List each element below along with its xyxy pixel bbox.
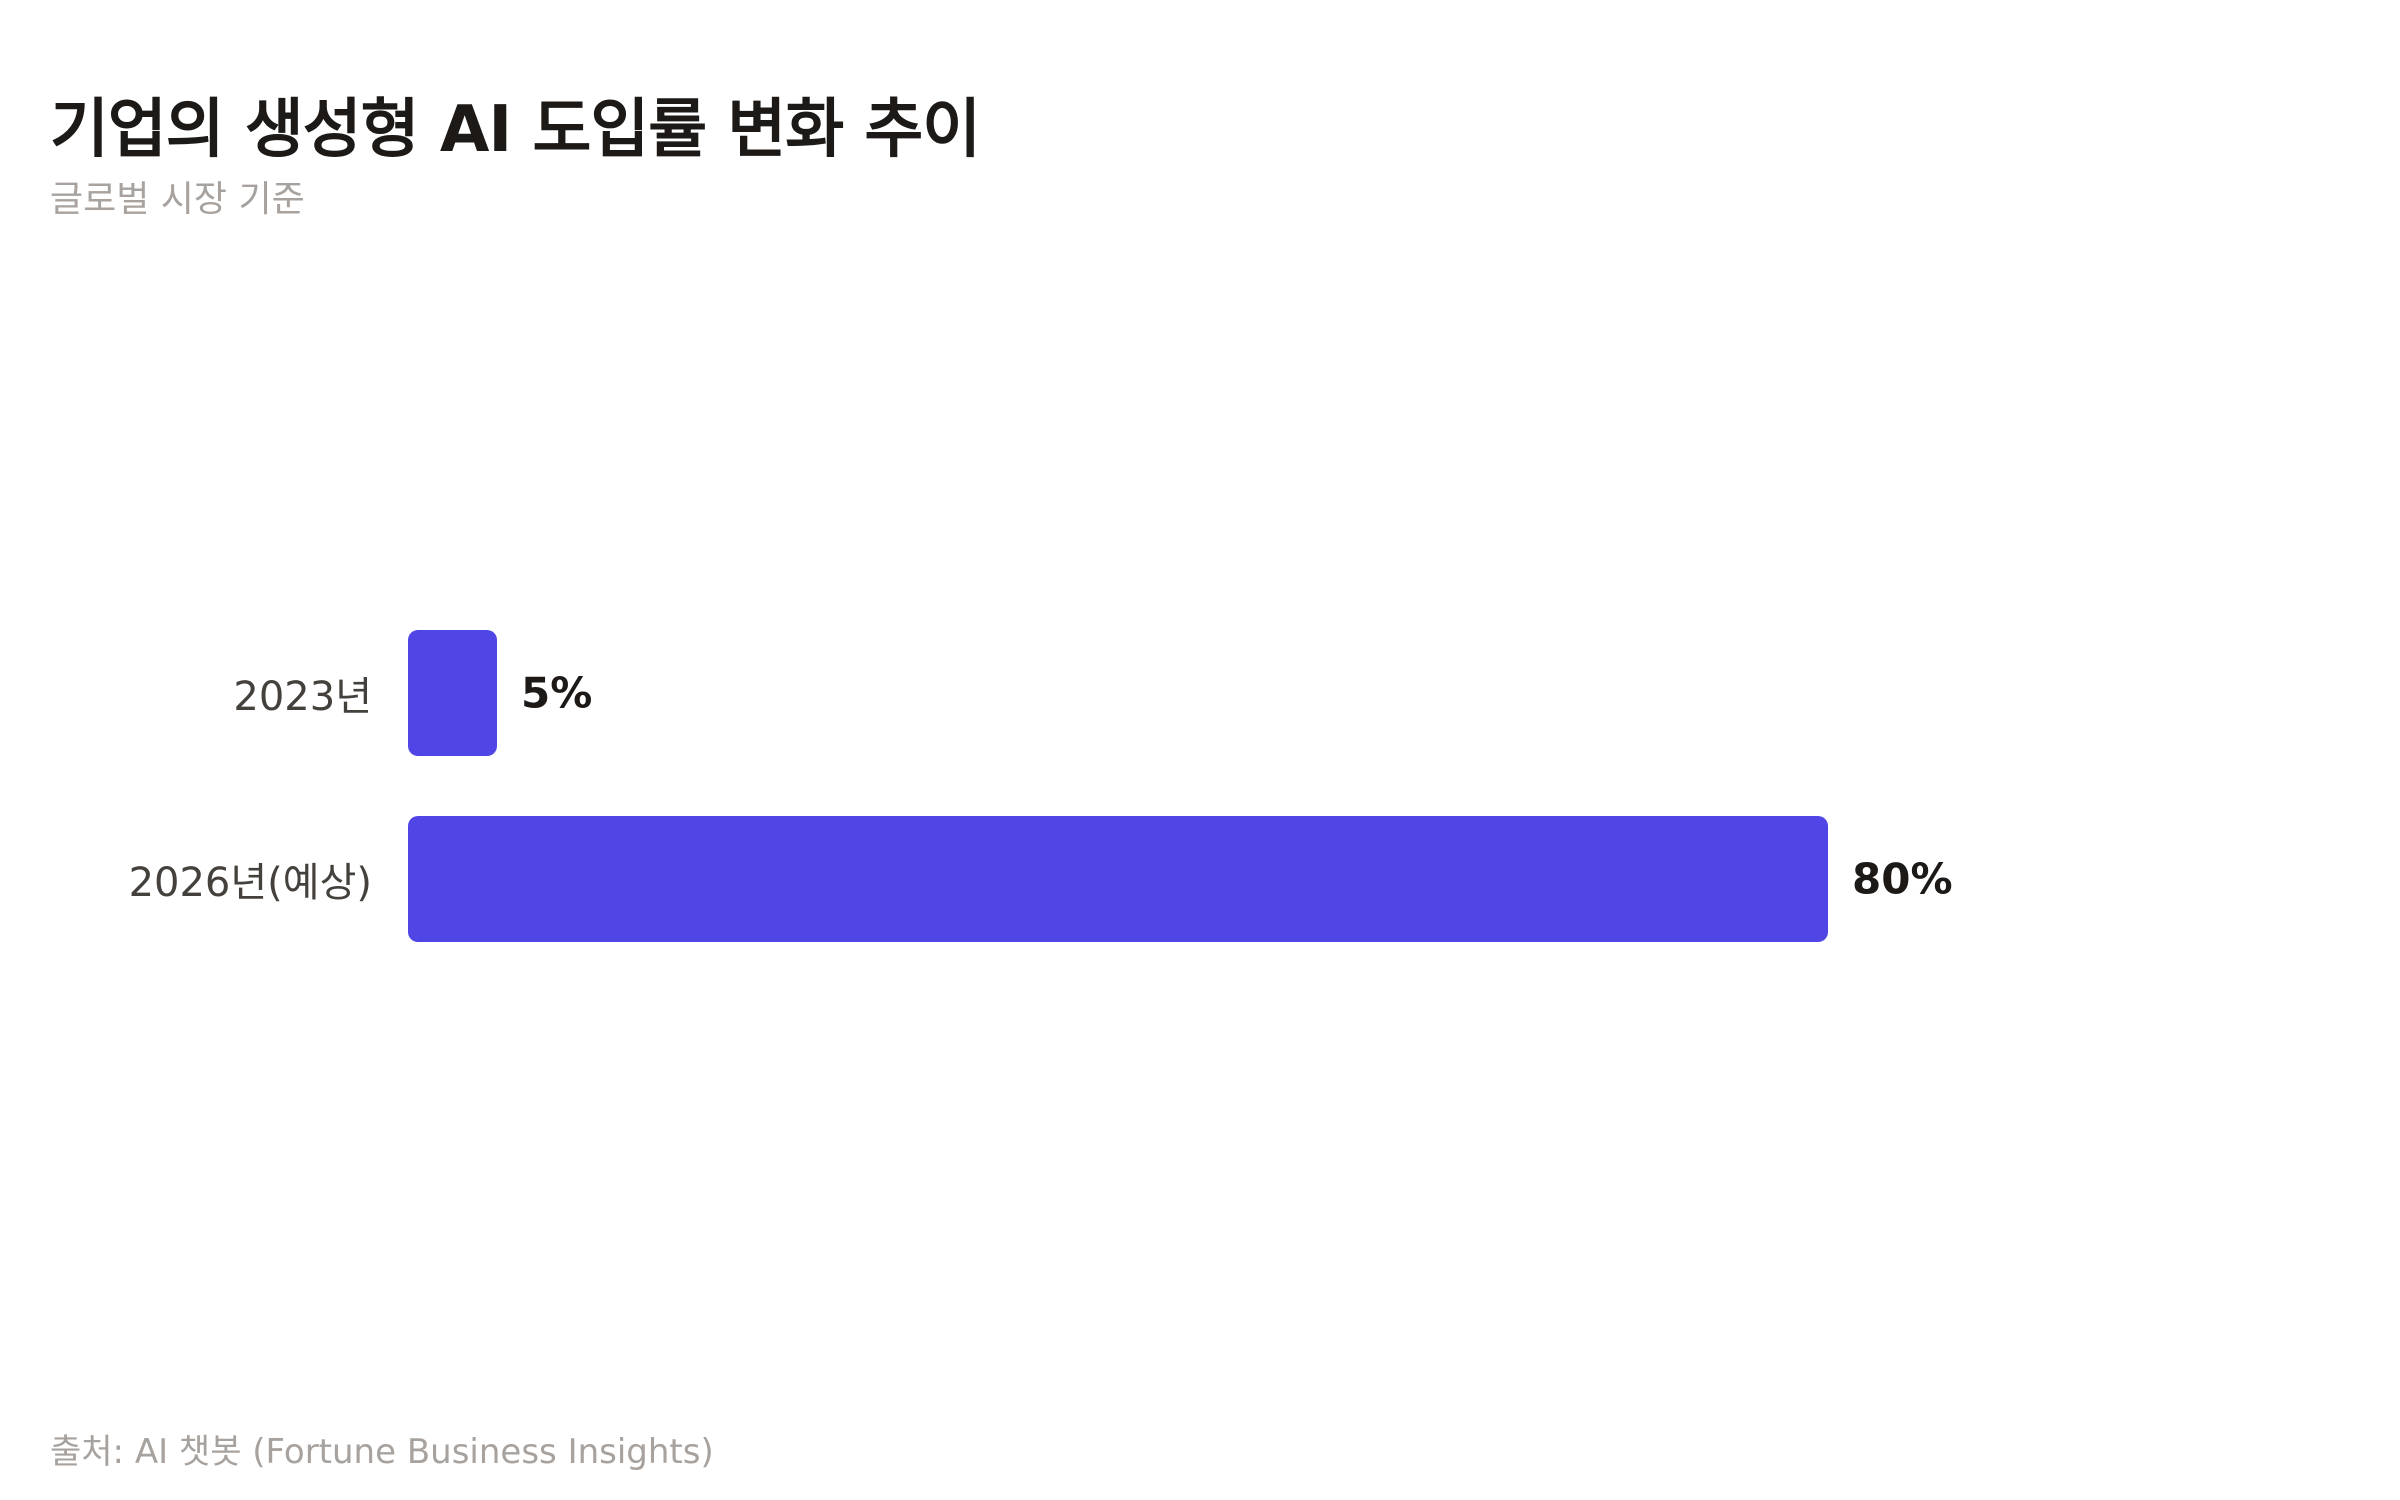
source-note: 출처: AI 챗봇 (Fortune Business Insights)	[50, 1432, 714, 1472]
category-label: 2026년(예상)	[128, 860, 372, 906]
bar-2023	[408, 630, 497, 756]
value-label: 5%	[521, 668, 593, 718]
value-label: 80%	[1852, 854, 1953, 904]
bar-2026-forecast	[408, 816, 1828, 942]
chart-subtitle: 글로벌 시장 기준	[50, 179, 305, 220]
category-label: 2023년	[233, 674, 372, 720]
chart-title: 기업의 생성형 AI 도입률 변화 추이	[50, 93, 981, 167]
